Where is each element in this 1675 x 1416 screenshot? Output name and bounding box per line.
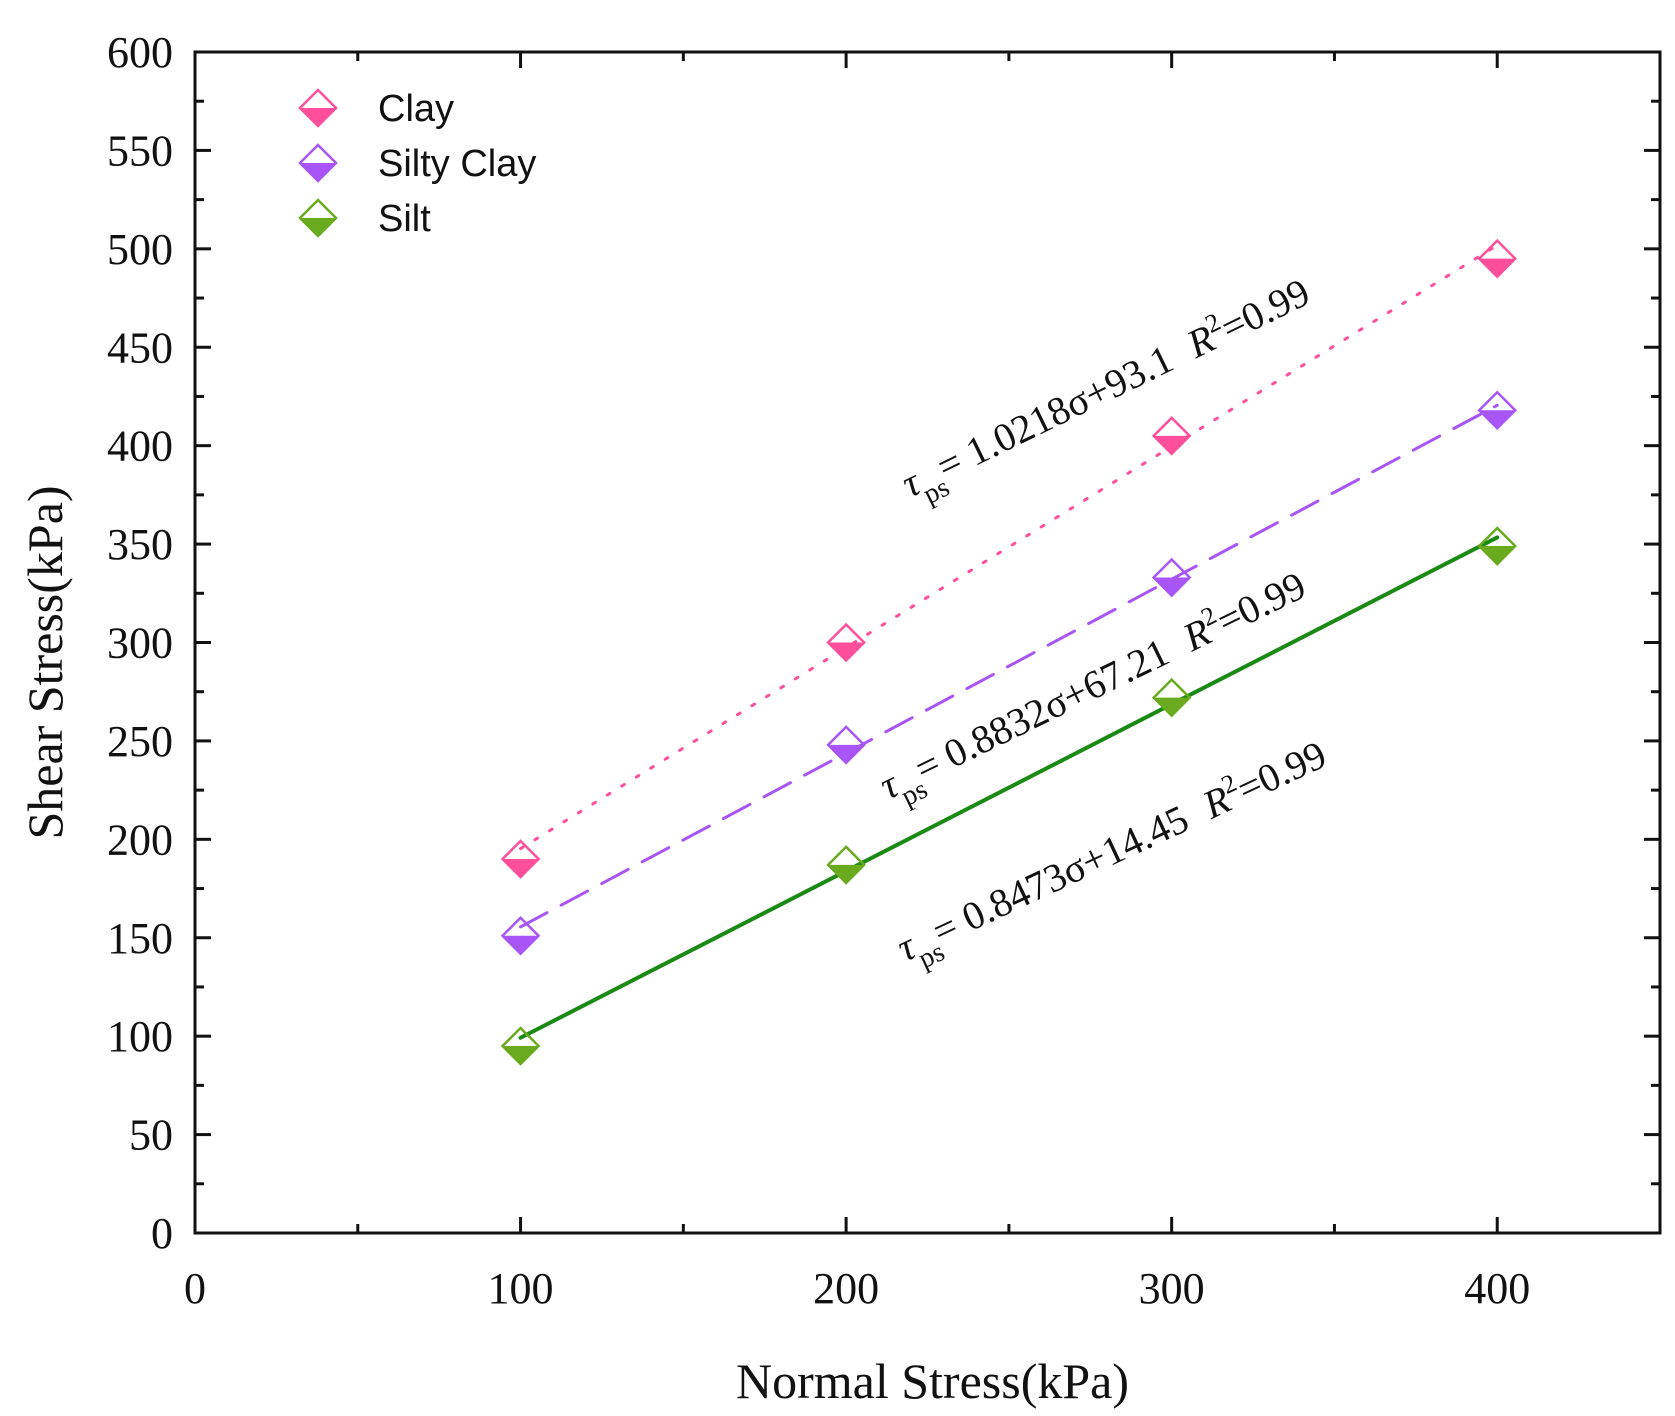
marker-fill <box>300 163 336 181</box>
marker-outline <box>500 916 541 956</box>
y-tick-label: 250 <box>107 717 173 766</box>
y-tick-label: 500 <box>107 225 173 274</box>
marker-outline <box>826 622 866 663</box>
marker-fill <box>1479 410 1516 429</box>
data-point-clay <box>826 622 866 663</box>
legend: Clay Silty Clay Silt <box>298 88 536 240</box>
marker-fill <box>828 642 865 661</box>
marker-outline <box>1151 677 1192 718</box>
marker-fill <box>1479 258 1516 277</box>
marker-outline <box>298 88 338 128</box>
data-point-clay <box>1151 416 1192 456</box>
data-point-clay <box>500 839 541 879</box>
x-axis-title: Normal Stress(kPa) <box>736 1353 1129 1409</box>
x-tick-labels: 0 100 200 300 400 <box>184 1264 1530 1313</box>
marker-outline <box>1151 416 1192 456</box>
fit-line-silty-clay <box>519 403 1499 929</box>
fit-line-clay <box>519 243 1499 851</box>
y-tick-label: 400 <box>107 422 173 471</box>
legend-marker <box>298 143 338 183</box>
y-tick-label: 350 <box>107 520 173 569</box>
marker-outline <box>1151 557 1192 598</box>
marker-fill <box>1153 697 1190 716</box>
marker-outline <box>500 839 541 879</box>
eq-r-value: =0.99 <box>1210 563 1313 644</box>
marker-outline <box>1477 526 1517 566</box>
fit-lines <box>518 243 1500 1040</box>
marker-fill <box>1479 546 1516 565</box>
marker-fill <box>828 744 865 763</box>
legend-label: Clay <box>378 88 454 130</box>
data-point-silty-clay <box>1151 557 1192 598</box>
x-tick-label: 100 <box>488 1264 554 1313</box>
marker-outline <box>826 725 866 765</box>
x-tick-label: 200 <box>813 1264 879 1313</box>
eq-r-value: =0.99 <box>1230 732 1333 812</box>
y-tick-label: 100 <box>107 1012 173 1061</box>
marker-outline <box>298 198 338 238</box>
marker-outline <box>1477 390 1517 431</box>
data-markers <box>500 238 1517 1066</box>
y-tick-label: 450 <box>107 323 173 372</box>
eq-rhs: = 0.8832σ+67.21 <box>907 629 1175 791</box>
marker-fill <box>502 859 539 878</box>
marker-fill <box>300 218 336 236</box>
marker-fill <box>1153 435 1190 454</box>
marker-fill <box>502 935 539 954</box>
fit-line-silt <box>518 535 1500 1040</box>
data-point-silty-clay <box>500 916 541 956</box>
marker-fill <box>502 1046 539 1065</box>
legend-marker <box>298 198 338 238</box>
marker-outline <box>298 143 338 183</box>
legend-marker <box>298 88 338 128</box>
data-point-silty-clay <box>826 725 866 765</box>
legend-label: Silty Clay <box>378 143 536 185</box>
marker-outline <box>1477 238 1517 279</box>
data-point-silt <box>1151 677 1192 718</box>
eq-rhs: = 0.8473σ+14.45 <box>925 796 1195 954</box>
data-point-silt <box>826 845 866 885</box>
y-tick-label: 150 <box>107 914 173 963</box>
marker-fill <box>300 108 336 126</box>
y-tick-label: 50 <box>129 1111 173 1160</box>
x-tick-label: 0 <box>184 1264 206 1313</box>
data-point-silty-clay <box>1477 390 1517 431</box>
data-point-silt <box>1477 526 1517 566</box>
marker-outline <box>500 1026 541 1066</box>
legend-label: Silt <box>378 198 431 240</box>
y-axis-title: Shear Stress(kPa) <box>17 485 73 839</box>
marker-fill <box>1153 577 1190 596</box>
axis-ticks <box>193 50 1662 1235</box>
marker-fill <box>828 864 865 883</box>
data-point-clay <box>1477 238 1517 279</box>
x-tick-label: 400 <box>1464 1264 1530 1313</box>
y-tick-label: 600 <box>107 28 173 77</box>
y-tick-label: 0 <box>151 1209 173 1258</box>
eq-r-value: =0.99 <box>1214 269 1317 350</box>
y-tick-label: 200 <box>107 815 173 864</box>
data-point-silt <box>500 1026 541 1066</box>
marker-outline <box>826 845 866 885</box>
x-tick-label: 300 <box>1139 1264 1205 1313</box>
y-tick-labels: 0 50 100 150 200 250 300 350 400 450 500 550 600 <box>107 28 173 1258</box>
y-tick-label: 300 <box>107 619 173 668</box>
y-tick-label: 550 <box>107 126 173 175</box>
eq-rhs: = 1.0218σ+93.1 <box>929 336 1179 489</box>
